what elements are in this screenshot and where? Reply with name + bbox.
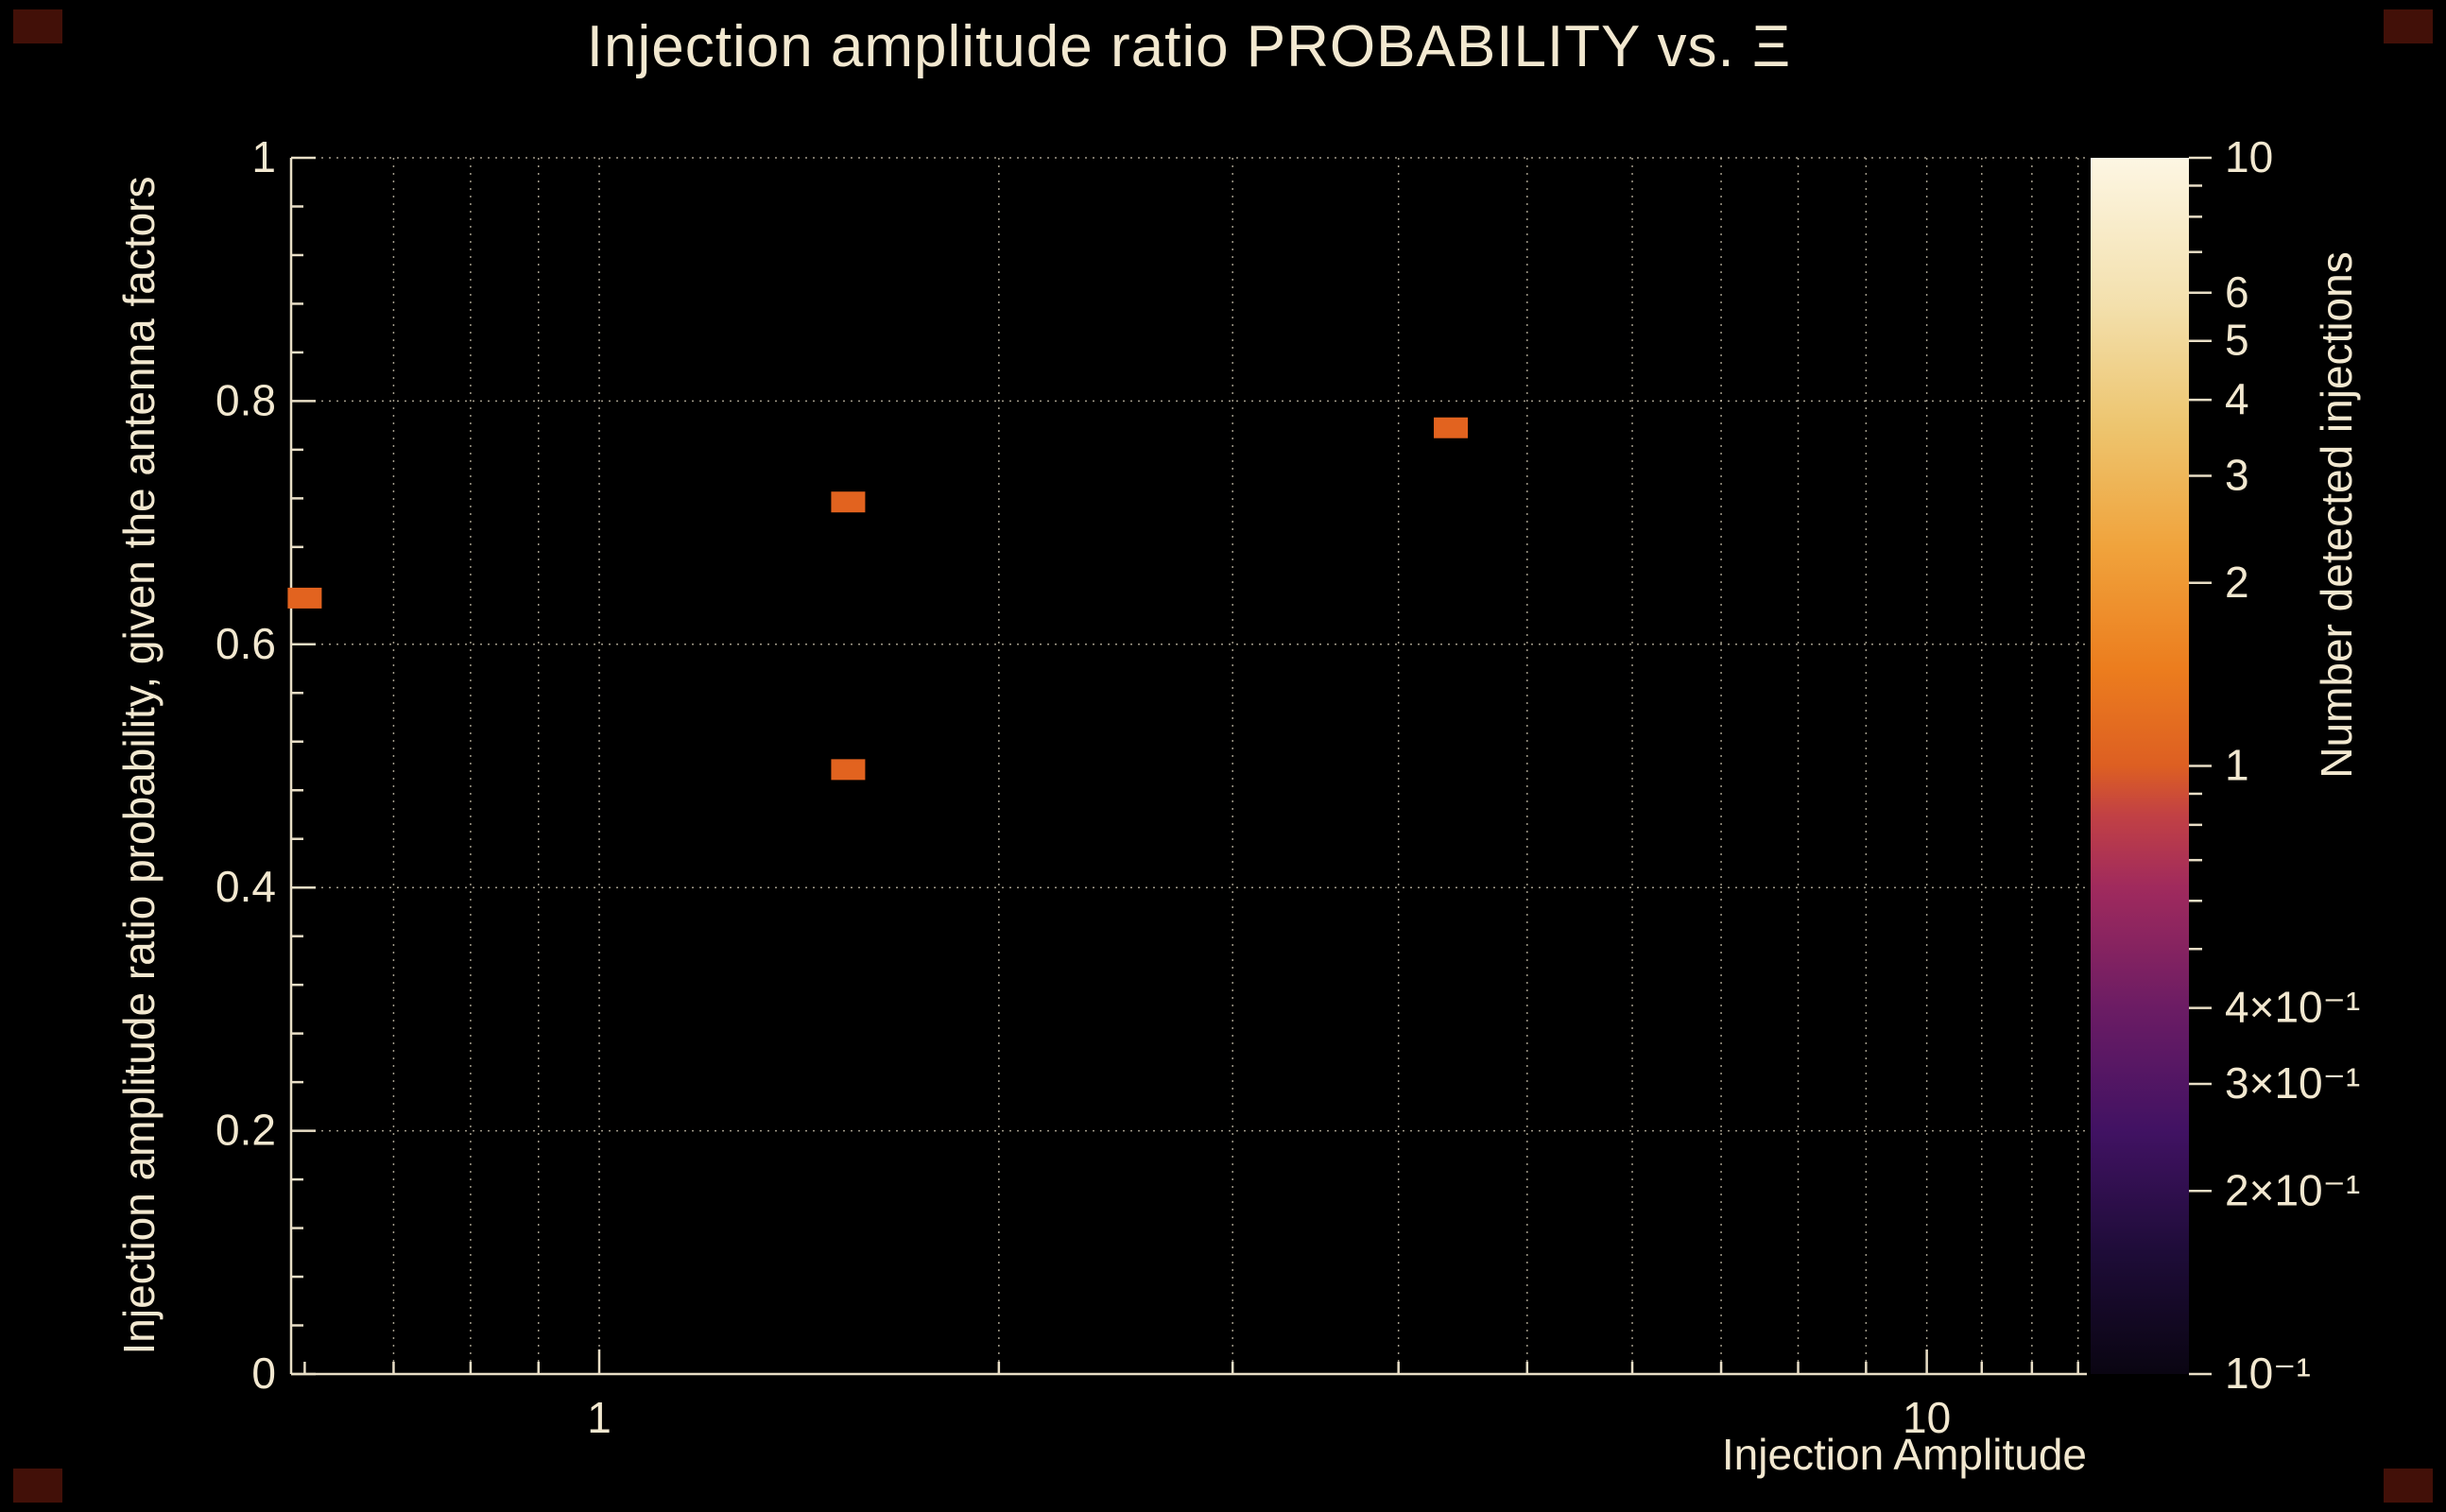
y-tick-label: 0 [251, 1349, 276, 1398]
colorbar-tick-label: 3 [2225, 450, 2249, 499]
colorbar-tick-label: 10 [2225, 132, 2273, 181]
y-tick-label: 1 [251, 132, 276, 181]
chart-title: Injection amplitude ratio PROBABILITY vs… [586, 14, 1792, 79]
colorbar-tick-label: 2 [2225, 558, 2249, 607]
y-tick-label: 0.2 [215, 1106, 276, 1155]
colorbar-gradient [2091, 158, 2189, 1374]
colorbar-tick-label: 6 [2225, 267, 2249, 317]
colorbar-tick-label: 5 [2225, 316, 2249, 365]
x-axis-title: Injection Amplitude [1721, 1430, 2087, 1479]
colorbar-tick-label: 4×10⁻¹ [2225, 983, 2360, 1032]
x-tick-label: 1 [587, 1393, 612, 1442]
corner-marker [2384, 1469, 2433, 1503]
data-bin [287, 587, 322, 609]
y-tick-label: 0.4 [215, 862, 276, 911]
data-bin [1434, 417, 1469, 438]
colorbar-tick-label: 2×10⁻¹ [2225, 1165, 2360, 1214]
data-bin [831, 759, 866, 781]
colorbar-tick-label: 4 [2225, 374, 2249, 423]
data-bin [831, 491, 866, 513]
corner-marker [13, 9, 62, 43]
colorbar-tick-label: 3×10⁻¹ [2225, 1058, 2360, 1108]
x-tick-label: 10 [1903, 1393, 1951, 1442]
y-tick-label: 0.8 [215, 375, 276, 424]
corner-marker [2384, 9, 2433, 43]
colorbar-tick-label: 1 [2225, 741, 2249, 790]
colorbar-tick-label: 10⁻¹ [2225, 1349, 2311, 1398]
y-tick-label: 0.6 [215, 619, 276, 668]
corner-marker [13, 1469, 62, 1503]
